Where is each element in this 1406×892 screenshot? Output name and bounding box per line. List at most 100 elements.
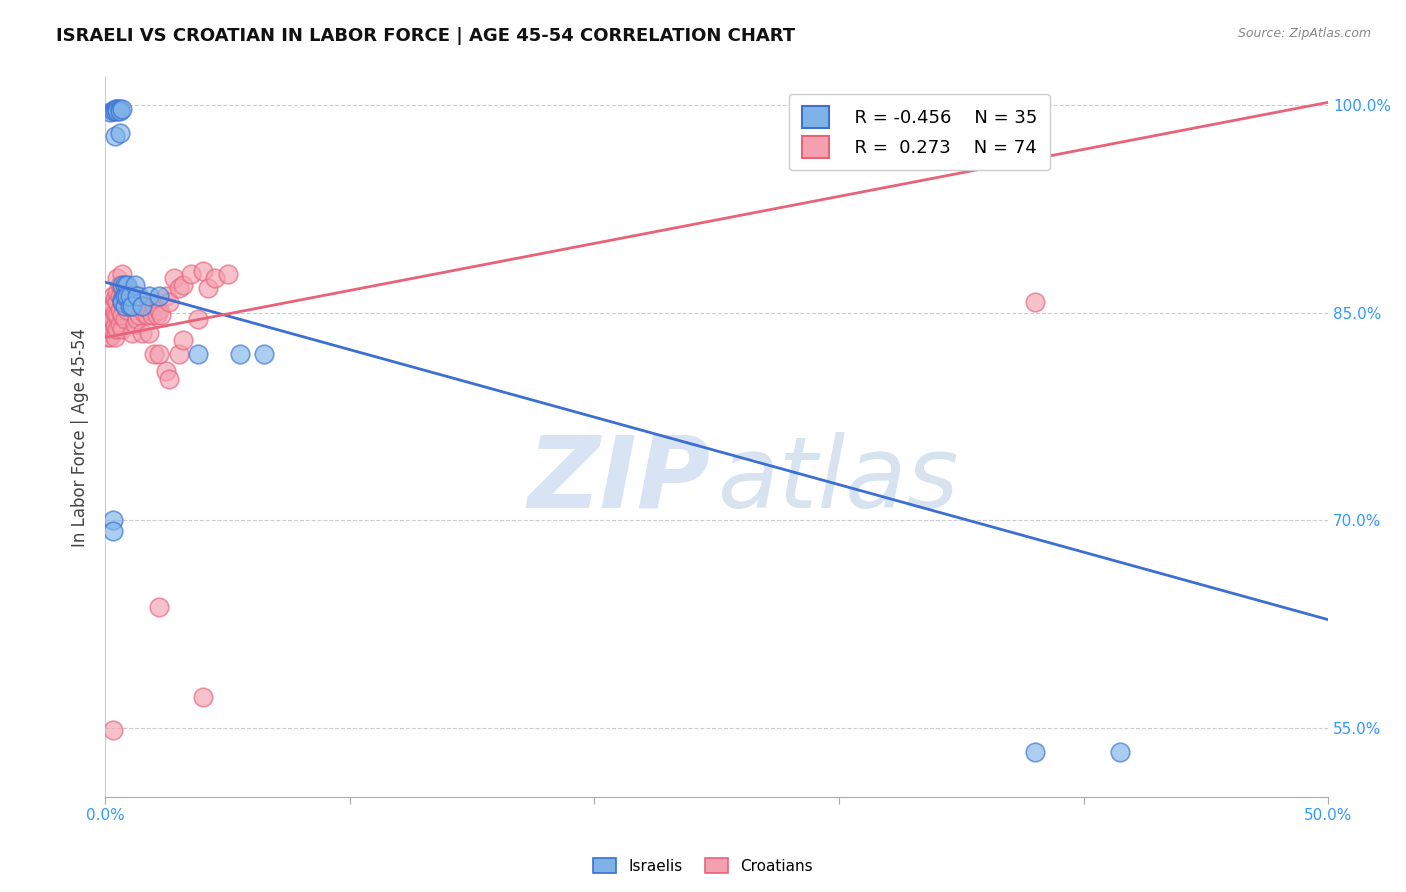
Point xyxy=(187,312,209,326)
Point xyxy=(114,312,136,326)
Point xyxy=(107,102,129,116)
Point xyxy=(114,277,136,292)
Text: ISRAELI VS CROATIAN IN LABOR FORCE | AGE 45-54 CORRELATION CHART: ISRAELI VS CROATIAN IN LABOR FORCE | AGE… xyxy=(56,27,796,45)
Point xyxy=(128,289,150,303)
Point xyxy=(197,281,219,295)
Point xyxy=(1109,746,1132,760)
Point xyxy=(155,289,177,303)
Point xyxy=(167,281,190,295)
Point xyxy=(101,289,124,303)
Point xyxy=(155,364,177,378)
Point xyxy=(115,302,138,317)
Point xyxy=(157,372,180,386)
Point xyxy=(111,267,134,281)
Point xyxy=(148,302,170,317)
Point xyxy=(180,267,202,281)
Point xyxy=(157,294,180,309)
Text: Source: ZipAtlas.com: Source: ZipAtlas.com xyxy=(1237,27,1371,40)
Point xyxy=(114,289,136,303)
Point xyxy=(1024,294,1046,309)
Point xyxy=(98,312,121,326)
Point xyxy=(101,524,124,538)
Point xyxy=(191,690,214,704)
Point xyxy=(167,347,190,361)
Point xyxy=(125,289,148,303)
Point xyxy=(125,312,148,326)
Point xyxy=(1024,746,1046,760)
Point xyxy=(101,513,124,527)
Point xyxy=(217,267,239,281)
Point xyxy=(134,305,156,319)
Point xyxy=(124,317,146,331)
Point xyxy=(98,105,121,120)
Point xyxy=(111,281,134,295)
Point xyxy=(135,309,157,323)
Point xyxy=(101,312,124,326)
Point xyxy=(97,319,120,334)
Point xyxy=(97,330,120,344)
Point xyxy=(150,309,173,323)
Point xyxy=(114,294,136,309)
Point xyxy=(104,128,127,143)
Point xyxy=(107,309,129,323)
Point xyxy=(108,277,131,292)
Y-axis label: In Labor Force | Age 45-54: In Labor Force | Age 45-54 xyxy=(72,327,89,547)
Point xyxy=(98,330,121,344)
Point xyxy=(143,299,166,313)
Point xyxy=(115,289,138,303)
Point xyxy=(204,271,226,285)
Point xyxy=(104,103,127,118)
Point xyxy=(101,322,124,336)
Point xyxy=(121,326,143,341)
Point xyxy=(148,289,170,303)
Point xyxy=(138,302,160,317)
Point xyxy=(104,330,127,344)
Point xyxy=(107,285,129,299)
Point xyxy=(118,289,141,303)
Point xyxy=(121,299,143,313)
Point xyxy=(107,322,129,336)
Point xyxy=(148,347,170,361)
Point xyxy=(107,271,129,285)
Point xyxy=(111,294,134,309)
Point xyxy=(138,326,160,341)
Point xyxy=(114,299,136,313)
Point xyxy=(124,302,146,317)
Point xyxy=(111,322,134,336)
Point xyxy=(138,289,160,303)
Point xyxy=(108,103,131,118)
Point xyxy=(128,309,150,323)
Point xyxy=(101,103,124,118)
Point xyxy=(107,102,129,116)
Point xyxy=(115,277,138,292)
Point xyxy=(104,292,127,306)
Point xyxy=(118,299,141,313)
Point xyxy=(111,309,134,323)
Point xyxy=(172,277,194,292)
Point xyxy=(108,126,131,140)
Point xyxy=(163,271,186,285)
Point xyxy=(131,326,153,341)
Point xyxy=(191,264,214,278)
Point xyxy=(131,299,153,313)
Point xyxy=(111,292,134,306)
Point xyxy=(229,347,252,361)
Point xyxy=(114,281,136,295)
Point xyxy=(115,289,138,303)
Point xyxy=(108,302,131,317)
Point xyxy=(187,347,209,361)
Point xyxy=(111,277,134,292)
Point xyxy=(172,333,194,347)
Point xyxy=(111,102,134,116)
Legend: Israelis, Croatians: Israelis, Croatians xyxy=(586,852,820,880)
Point xyxy=(145,309,167,323)
Point xyxy=(108,102,131,116)
Point xyxy=(108,317,131,331)
Text: ZIP: ZIP xyxy=(527,432,710,529)
Point xyxy=(141,309,163,323)
Point xyxy=(143,347,166,361)
Point xyxy=(101,723,124,738)
Point xyxy=(107,103,129,118)
Point xyxy=(148,600,170,615)
Point xyxy=(118,285,141,299)
